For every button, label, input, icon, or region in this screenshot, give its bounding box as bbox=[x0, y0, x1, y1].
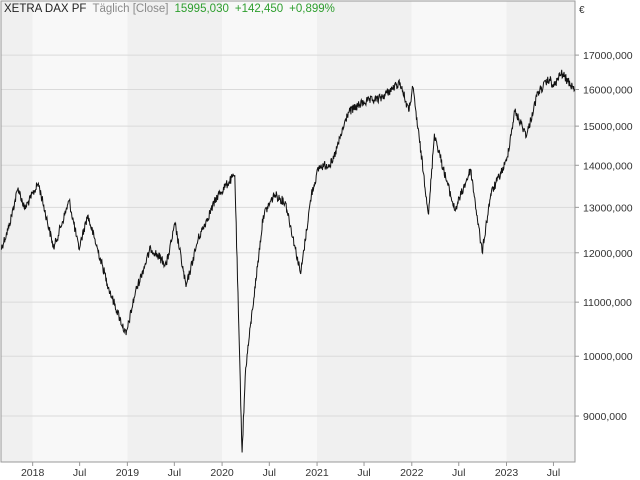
y-tick-label: 16000,000 bbox=[583, 85, 633, 97]
x-tick-label: Jul bbox=[168, 467, 181, 479]
price-change: +142,450 bbox=[234, 3, 284, 15]
last-price: 15995,030 bbox=[174, 3, 229, 15]
year-bands bbox=[1, 1, 575, 462]
x-tick-label: Jul bbox=[357, 467, 370, 479]
y-tick-label: 9000,000 bbox=[583, 411, 627, 423]
x-tick-label: 2023 bbox=[495, 467, 519, 479]
year-band bbox=[127, 1, 223, 462]
y-tick-label: 12000,000 bbox=[583, 248, 633, 260]
price-line[interactable] bbox=[0, 69, 576, 453]
instrument-name: XETRA DAX PF bbox=[4, 3, 87, 15]
x-tick-label: 2019 bbox=[116, 467, 140, 479]
gridlines bbox=[1, 54, 575, 417]
price-change-pct: +0,899% bbox=[289, 3, 335, 15]
x-tick-label: 2022 bbox=[400, 467, 424, 479]
x-tick-label: Jul bbox=[452, 467, 465, 479]
y-tick-label: 15000,000 bbox=[583, 121, 633, 133]
x-tick-label: 2018 bbox=[21, 467, 45, 479]
y-tick-label: 11000,000 bbox=[583, 297, 632, 309]
x-tick-label: Jul bbox=[263, 467, 276, 479]
x-tick-label: 2020 bbox=[210, 467, 234, 479]
y-tick-label: 17000,000 bbox=[583, 50, 633, 62]
x-tick-label: Jul bbox=[73, 467, 86, 479]
year-band bbox=[411, 1, 507, 462]
year-band bbox=[317, 1, 412, 462]
y-axis: 9000,000 10000,000 11000,000 12000,000 13000… bbox=[575, 50, 633, 423]
year-band bbox=[32, 1, 128, 462]
x-tick-label: Jul bbox=[547, 467, 560, 479]
year-band bbox=[1, 1, 33, 462]
currency-label: € bbox=[579, 5, 585, 16]
y-tick-label: 10000,000 bbox=[583, 351, 633, 363]
chart-header: XETRA DAX PF Täglich [Close] 15995,030 +142… bbox=[4, 3, 341, 15]
year-band bbox=[506, 1, 575, 462]
y-tick-label: 13000,000 bbox=[583, 202, 633, 214]
period-label: Täglich [Close] bbox=[92, 3, 169, 15]
x-tick-label: 2021 bbox=[305, 467, 329, 479]
y-tick-label: 14000,000 bbox=[583, 160, 633, 172]
x-axis: 2018 Jul 2019 Jul 2020 Jul 2021 Jul 2022 Jul 2023 J… bbox=[21, 462, 560, 479]
plot-frame bbox=[0, 0, 576, 463]
year-band bbox=[222, 1, 318, 462]
